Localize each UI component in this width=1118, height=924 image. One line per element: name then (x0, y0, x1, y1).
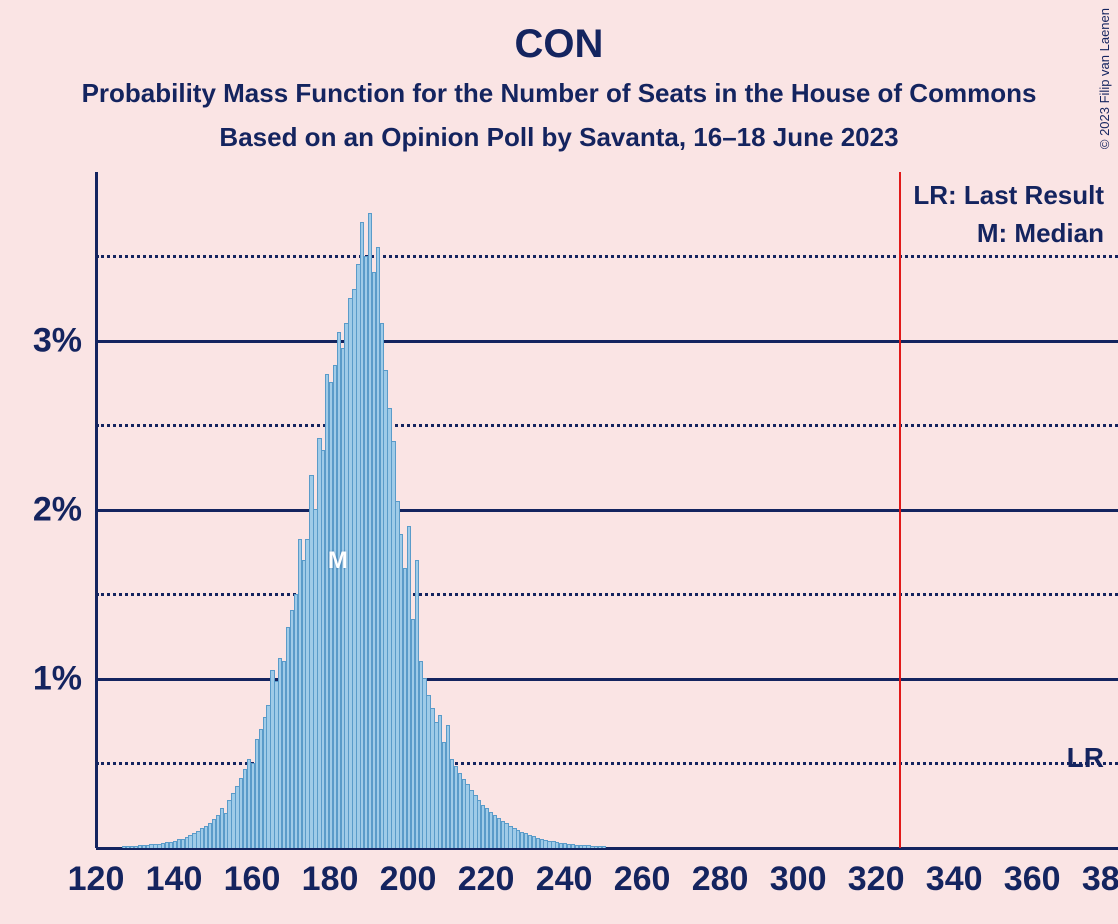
x-axis-tick-label: 180 (302, 860, 359, 899)
x-axis-tick-label: 200 (380, 860, 437, 899)
gridline-major (96, 509, 1118, 512)
x-axis-tick-label: 260 (614, 860, 671, 899)
chart-subtitle-1: Probability Mass Function for the Number… (0, 78, 1118, 109)
x-axis-tick-label: 280 (692, 860, 749, 899)
x-axis-tick-label: 340 (926, 860, 983, 899)
x-axis-tick-label: 140 (146, 860, 203, 899)
lr-annotation: LR (1067, 742, 1104, 774)
x-axis-tick-label: 360 (1004, 860, 1061, 899)
gridline-minor (96, 593, 1118, 596)
x-axis-tick-label: 220 (458, 860, 515, 899)
copyright-text: © 2023 Filip van Laenen (1097, 8, 1112, 149)
x-axis-tick-label: 380 (1082, 860, 1118, 899)
x-axis-tick-label: 300 (770, 860, 827, 899)
median-marker: M (328, 547, 348, 575)
legend-median: M: Median (977, 218, 1104, 249)
x-axis-tick-label: 120 (68, 860, 125, 899)
plot-area: 1%2%3%1201401601802002202402602803003203… (96, 172, 1118, 848)
chart-root: CON Probability Mass Function for the Nu… (0, 0, 1118, 924)
x-axis-tick-label: 240 (536, 860, 593, 899)
gridline-minor (96, 424, 1118, 427)
x-axis-tick-label: 160 (224, 860, 281, 899)
y-axis-tick-label: 1% (33, 660, 82, 699)
histogram-bar (602, 846, 606, 848)
y-axis-tick-label: 3% (33, 322, 82, 361)
x-axis-tick-label: 320 (848, 860, 905, 899)
legend-lr: LR: Last Result (913, 180, 1104, 211)
y-axis-tick-label: 2% (33, 491, 82, 530)
gridline-major (96, 678, 1118, 681)
last-result-line (899, 172, 901, 848)
chart-title: CON (0, 22, 1118, 67)
gridline-major (96, 340, 1118, 343)
chart-subtitle-2: Based on an Opinion Poll by Savanta, 16–… (0, 122, 1118, 153)
gridline-minor (96, 255, 1118, 258)
y-axis (95, 172, 98, 848)
